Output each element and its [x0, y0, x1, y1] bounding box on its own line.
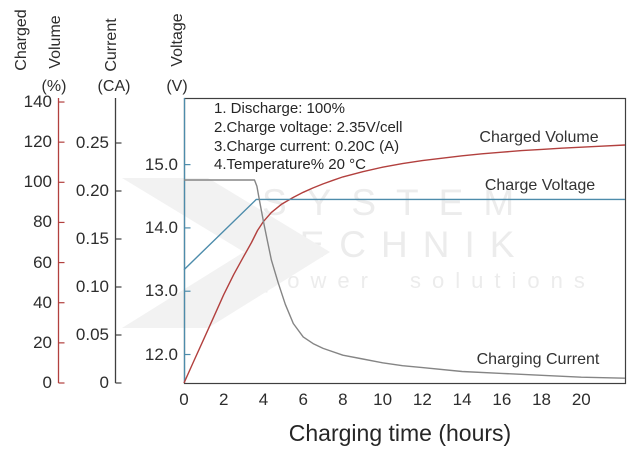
x-tick-label: 2 — [218, 390, 229, 409]
x-tick-label: 6 — [298, 390, 308, 409]
voltage-tick-label: 12.0 — [144, 344, 178, 364]
annotation-line-2: 2.Charge voltage: 2.35V/cell — [214, 118, 403, 136]
series-charge-voltage — [183, 198, 625, 271]
annotation-line-3: 3.Charge current: 0.20C (A) — [214, 137, 400, 155]
series-charged-volume — [183, 144, 626, 384]
axis-title-volume: Volume — [47, 15, 64, 69]
axis-title-charged: Charged — [13, 9, 30, 71]
percent-tick-label: 0 — [42, 373, 52, 392]
voltage-tick-label: 14.0 — [144, 217, 178, 237]
annotation-line-4: 4.Temperature% 20 °C — [214, 156, 366, 174]
axis-title-current: Current — [103, 18, 120, 72]
axis-unit-ca: (CA) — [97, 78, 131, 95]
percent-tick-label: 80 — [33, 212, 52, 232]
axis-unit-v: (V) — [166, 78, 188, 95]
curve-label-charge-voltage: Charge Voltage — [484, 177, 596, 194]
series-charging-current — [184, 179, 626, 379]
percent-tick-label: 120 — [23, 132, 52, 152]
current-tick-label: 0.20 — [75, 181, 109, 200]
x-tick-label: 12 — [412, 390, 432, 409]
voltage-tick-label: 15.0 — [144, 154, 178, 174]
percent-tick-label: 60 — [33, 252, 52, 272]
x-tick-label: 20 — [571, 390, 591, 409]
current-tick-label: 0.05 — [75, 325, 109, 344]
current-tick-label: 0 — [99, 373, 109, 392]
x-axis-title: Charging time (hours) — [288, 420, 512, 446]
watermark-text-system: SYSTEM — [262, 182, 535, 223]
axis-unit-percent: (%) — [41, 78, 67, 95]
percent-tick-label: 100 — [23, 172, 52, 192]
axis-title-voltage: Voltage — [169, 13, 186, 67]
curve-label-charging-current: Charging Current — [476, 351, 600, 368]
percent-tick-label: 40 — [33, 292, 52, 312]
current-tick-label: 0.15 — [75, 229, 109, 248]
x-tick-label: 4 — [258, 390, 269, 409]
curve-label-charged-volume: Charged Volume — [479, 129, 599, 146]
current-tick-label: 0.10 — [75, 277, 109, 296]
x-tick-label: 18 — [532, 390, 552, 409]
current-tick-label: 0.25 — [75, 133, 109, 152]
watermark-text-power-solutions: power solutions — [264, 268, 596, 293]
voltage-tick-label: 13.0 — [144, 281, 178, 301]
x-tick-label: 8 — [338, 390, 348, 409]
annotation-line-1: 1. Discharge: 100% — [214, 100, 345, 117]
percent-tick-label: 140 — [23, 92, 52, 112]
chart-annotations: 1. Discharge: 100% 2.Charge voltage: 2.3… — [214, 100, 402, 175]
watermark-logo-swoosh-top — [122, 178, 330, 252]
x-tick-label: 14 — [452, 390, 472, 409]
percent-tick-label: 20 — [33, 332, 52, 352]
x-tick-label: 16 — [492, 390, 512, 409]
x-tick-label: 0 — [179, 390, 189, 409]
x-tick-label: 10 — [373, 390, 393, 409]
